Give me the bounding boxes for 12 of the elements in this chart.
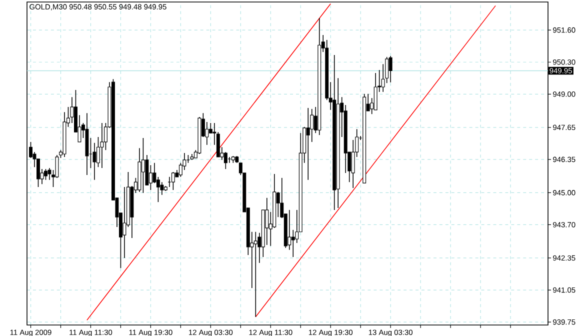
candlestick [171, 172, 175, 190]
candlestick [141, 138, 145, 194]
candlestick [48, 168, 52, 180]
candlestick [388, 56, 392, 83]
candlestick [254, 231, 258, 318]
candlestick [374, 72, 378, 110]
candlestick [265, 197, 269, 246]
candlestick [122, 186, 126, 258]
candlestick [44, 168, 48, 180]
candlestick [100, 122, 104, 168]
candlestick [152, 162, 156, 184]
candlestick [306, 108, 310, 180]
